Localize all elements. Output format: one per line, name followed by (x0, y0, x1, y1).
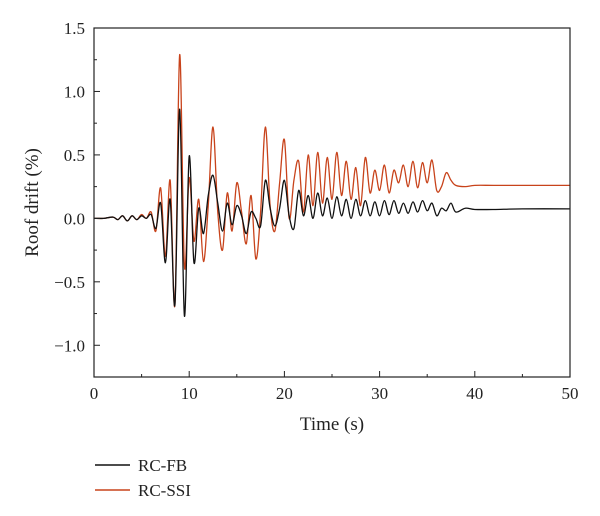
y-tick-label: −1.0 (54, 336, 85, 355)
x-tick-label: 40 (466, 384, 483, 403)
legend-label-rc-fb: RC-FB (138, 456, 187, 475)
x-tick-label: 20 (276, 384, 293, 403)
y-tick-label: 0.5 (64, 146, 85, 165)
x-tick-label: 50 (562, 384, 579, 403)
legend-label-rc-ssi: RC-SSI (138, 481, 191, 500)
legend: RC-FB RC-SSI (95, 456, 191, 500)
y-axis-title: Roof drift (%) (22, 148, 43, 257)
series-layer (94, 53, 570, 317)
plot-area: 0 10 20 30 40 50 −1.0 −0.5 0.0 0.5 1.0 1.5 (54, 19, 578, 403)
series-line-rc-fb (94, 108, 570, 317)
y-axis-ticks: −1.0 −0.5 0.0 0.5 1.0 1.5 (54, 19, 100, 378)
x-axis-title: Time (s) (300, 414, 364, 435)
y-tick-label: 1.5 (64, 19, 85, 38)
x-tick-label: 30 (371, 384, 388, 403)
x-axis-ticks: 0 10 20 30 40 50 (90, 371, 579, 403)
plot-frame (93, 27, 571, 378)
y-tick-label: 0.0 (64, 209, 85, 228)
x-tick-label: 0 (90, 384, 99, 403)
y-tick-label: 1.0 (64, 82, 85, 101)
x-tick-label: 10 (181, 384, 198, 403)
y-tick-label: −0.5 (54, 273, 85, 292)
series-line-rc-ssi (94, 53, 570, 308)
